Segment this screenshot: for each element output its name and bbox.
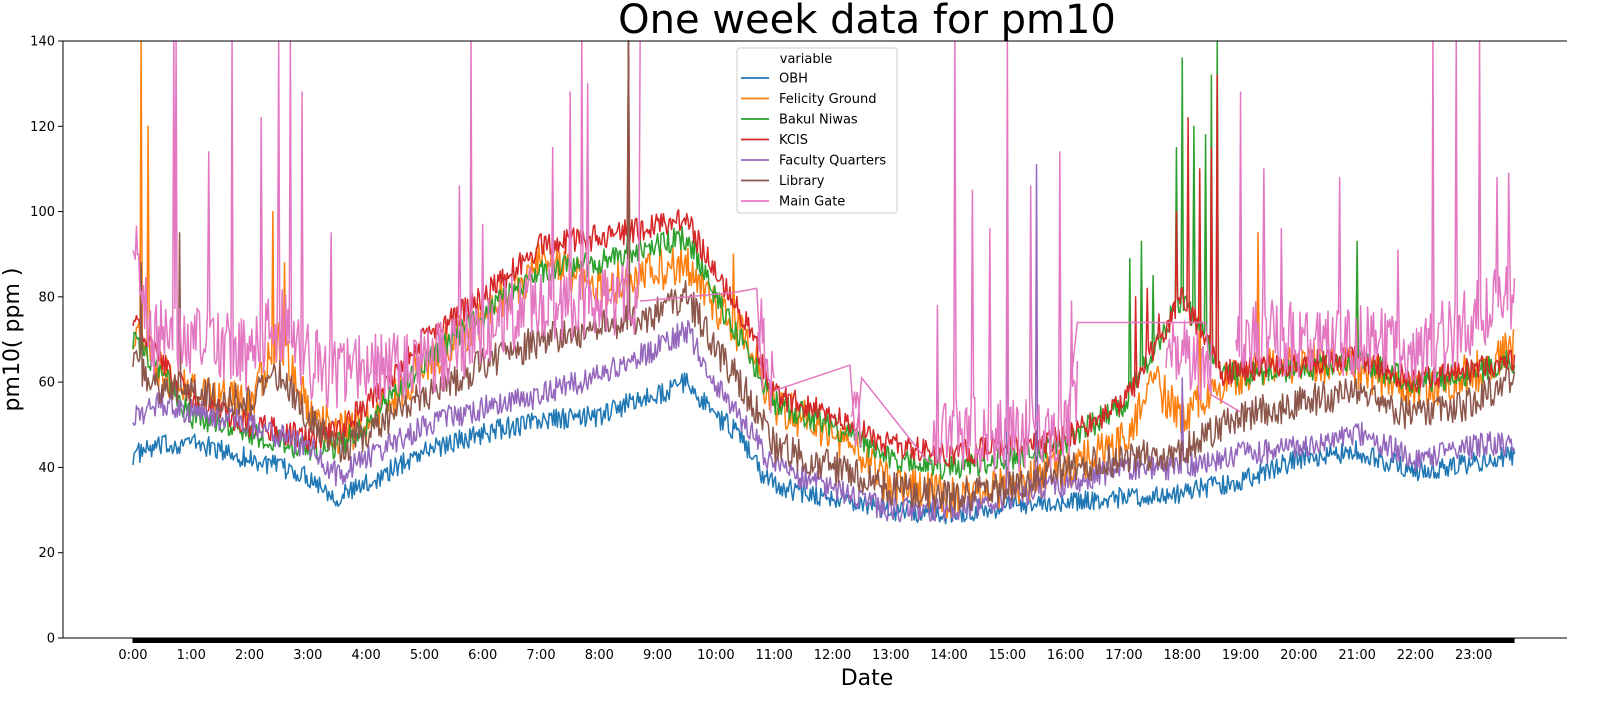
y-tick-label: 120 xyxy=(30,120,55,135)
x-tick-label: 15:00 xyxy=(989,648,1026,663)
series-main-gate xyxy=(132,40,1516,473)
x-tick-label: 7:00 xyxy=(526,648,555,663)
legend-box xyxy=(736,47,898,214)
x-tick-label: 4:00 xyxy=(352,648,381,663)
x-tick-label: 12:00 xyxy=(814,648,851,663)
y-tick-label: 20 xyxy=(38,546,55,561)
series-faculty-quarters xyxy=(132,163,1516,523)
x-tick-label: 3:00 xyxy=(293,648,322,663)
series-obh xyxy=(132,372,1516,525)
x-tick-label: 5:00 xyxy=(410,648,439,663)
series-line xyxy=(132,40,1516,513)
x-tick-label: 13:00 xyxy=(872,648,909,663)
legend: variable OBH Felicity Ground Bakul Niwas KC… xyxy=(736,47,898,214)
axes-layer xyxy=(62,40,1567,643)
series-connector xyxy=(773,364,933,464)
y-tick-label: 40 xyxy=(38,461,55,476)
x-tick-label: 14:00 xyxy=(930,648,967,663)
y-tick-label: 60 xyxy=(38,376,55,391)
series-line xyxy=(132,372,1516,525)
chart-title: One week data for pm10 xyxy=(618,0,1116,43)
y-tick-label: 80 xyxy=(38,290,55,305)
legend-label: KCIS xyxy=(779,133,808,148)
legend-label: OBH xyxy=(779,72,808,87)
x-tick-label: 16:00 xyxy=(1047,648,1084,663)
x-tick-label: 8:00 xyxy=(585,648,614,663)
x-tick-label: 23:00 xyxy=(1455,648,1492,663)
x-tick-label: 1:00 xyxy=(177,648,206,663)
x-tick-label: 19:00 xyxy=(1222,648,1259,663)
legend-label: Felicity Ground xyxy=(779,92,877,107)
x-tick-label: 18:00 xyxy=(1164,648,1201,663)
legend-label: Library xyxy=(779,174,825,189)
legend-label: Faculty Quarters xyxy=(779,154,886,169)
y-tick-label: 0 xyxy=(47,632,55,647)
x-tick-label: 11:00 xyxy=(755,648,792,663)
x-ticks: 0:00 1:00 2:00 3:00 4:00 5:00 6:00 7:00 8:00 9:00… xyxy=(118,638,1492,663)
series-line xyxy=(132,40,1516,473)
x-tick-label: 20:00 xyxy=(1280,648,1317,663)
x-tick-label: 0:00 xyxy=(118,648,147,663)
x-tick-label: 2:00 xyxy=(235,648,264,663)
series-line xyxy=(132,163,1516,523)
legend-items: OBH Felicity Ground Bakul Niwas KCIS Faculty… xyxy=(741,72,886,210)
x-tick-label: 21:00 xyxy=(1338,648,1375,663)
x-tick-label: 9:00 xyxy=(643,648,672,663)
y-tick-label: 140 xyxy=(30,35,55,50)
series-connector xyxy=(1064,321,1241,434)
x-date-bar xyxy=(132,638,1515,643)
legend-label: Bakul Niwas xyxy=(779,113,858,128)
x-tick-label: 6:00 xyxy=(468,648,497,663)
legend-title: variable xyxy=(780,52,832,67)
x-tick-label: 10:00 xyxy=(697,648,734,663)
y-ticks: 0 20 40 60 80 100 120 140 xyxy=(30,35,63,647)
y-axis-title: pm10( ppm ) xyxy=(0,268,25,412)
y-tick-label: 100 xyxy=(30,205,55,220)
series-layer xyxy=(132,40,1516,525)
series-library xyxy=(132,40,1516,513)
x-tick-label: 22:00 xyxy=(1397,648,1434,663)
series-connector xyxy=(640,287,764,391)
x-tick-label: 17:00 xyxy=(1105,648,1142,663)
x-axis-title: Date xyxy=(841,666,894,691)
legend-label: Main Gate xyxy=(779,195,845,210)
